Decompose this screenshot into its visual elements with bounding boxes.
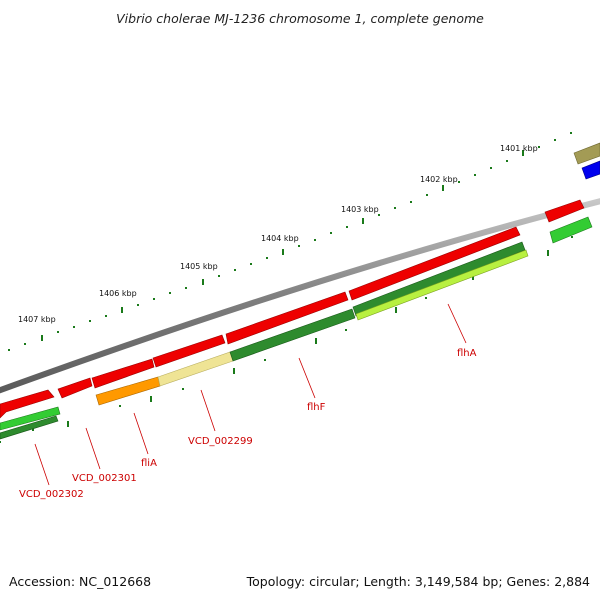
gene-label-fliA: fliA [141, 458, 157, 469]
gene-labels: flhA flhF VCD_002299 fliA VCD_002301 VCD… [19, 348, 477, 500]
scale-label: 1403 kbp [341, 205, 379, 214]
gene-arrow [573, 142, 600, 165]
cds-arrow [229, 308, 356, 362]
scale-label: 1405 kbp [180, 262, 218, 271]
map-title: Vibrio cholerae MJ-1236 chromosome 1, co… [116, 11, 484, 26]
scale-label: 1407 kbp [18, 315, 56, 324]
accession-text: Accession: NC_012668 [9, 574, 151, 589]
genome-summary-text: Topology: circular; Length: 3,149,584 bp… [246, 574, 590, 589]
gene-arrow [57, 377, 93, 399]
scale-label: 1404 kbp [261, 234, 299, 243]
gene-arrow [91, 358, 155, 389]
cds-track [0, 216, 593, 440]
gene-arrow [348, 226, 521, 301]
gene-label-leaders [34, 303, 467, 486]
cds-arrow [0, 406, 61, 431]
gene-arrow [544, 199, 585, 223]
scale-label: 1402 kbp [420, 175, 458, 184]
gene-label-VCD_002301: VCD_002301 [72, 473, 137, 484]
scale-label: 1406 kbp [99, 289, 137, 298]
cds-arrow [549, 216, 593, 244]
gene-track [0, 142, 600, 419]
cds-arrow [0, 415, 59, 440]
chromosome-backbone [0, 198, 600, 394]
gene-label-flhA: flhA [457, 348, 477, 359]
gene-label-VCD_002302: VCD_002302 [19, 489, 84, 500]
gene-arrow [0, 389, 55, 419]
cds-arrow [352, 241, 526, 317]
scale-ticks [0, 132, 573, 443]
scale-label: 1401 kbp [500, 144, 538, 153]
gene-label-VCD_002299: VCD_002299 [188, 436, 253, 447]
gene-label-flhF: flhF [307, 402, 326, 413]
gene-arrow [581, 160, 600, 180]
scale-labels: 1401 kbp 1402 kbp 1403 kbp 1404 kbp 1405… [18, 144, 538, 324]
gene-arrow [152, 334, 226, 368]
cds-arrow [355, 249, 529, 321]
gene-arrow [225, 291, 349, 345]
